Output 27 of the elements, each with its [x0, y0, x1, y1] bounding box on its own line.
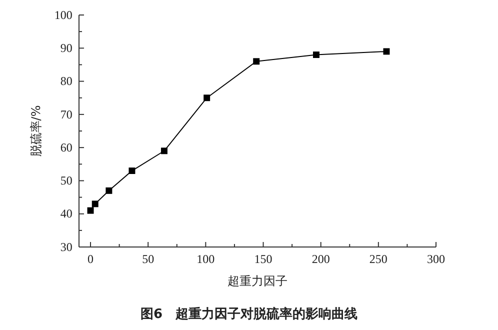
y-tick-label: 60 [60, 140, 72, 154]
y-tick-label: 50 [60, 174, 72, 188]
point [253, 58, 260, 65]
y-tick-label: 90 [60, 40, 72, 55]
x-tick-label: 150 [254, 252, 272, 266]
text: 图6 超重力因子对脱硫率的影响曲线 [140, 306, 358, 322]
x-tick-label: 250 [369, 252, 388, 266]
x-tick-label: 100 [196, 252, 215, 266]
x-tick-label: 50 [142, 252, 154, 266]
x-tick-label: 200 [312, 252, 330, 266]
y-tick-label: 40 [60, 206, 72, 221]
point [160, 148, 168, 154]
point [383, 48, 390, 55]
point [204, 94, 210, 102]
point [87, 207, 94, 214]
x-tick-label: 0 [88, 252, 94, 266]
point [128, 168, 136, 174]
y-axis-title: 脱硫率/% [29, 105, 43, 157]
point [106, 187, 112, 194]
y-tick-label: 100 [54, 8, 72, 22]
point [92, 200, 98, 208]
x-axis-title: 超重力因子 [228, 274, 288, 288]
y-tick-label: 70 [60, 107, 72, 122]
x-tick-label: 300 [427, 252, 445, 266]
point [312, 52, 320, 58]
y-tick-label: 80 [60, 74, 72, 88]
y-tick-label: 30 [60, 240, 72, 254]
